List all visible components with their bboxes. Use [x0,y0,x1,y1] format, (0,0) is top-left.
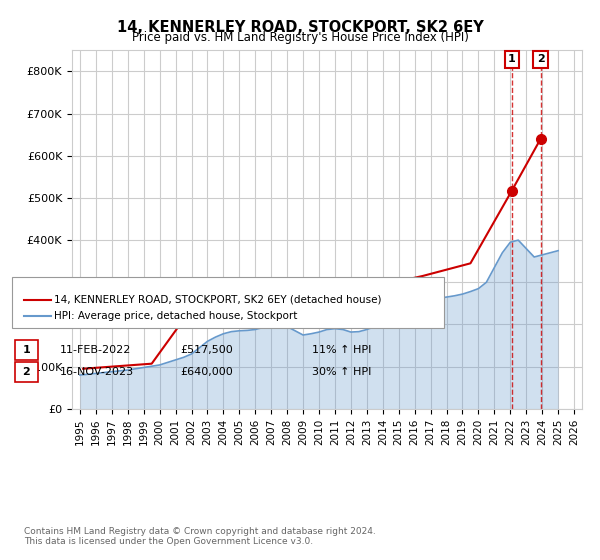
Text: 1: 1 [508,54,516,64]
Text: £640,000: £640,000 [180,367,233,377]
Text: HPI: Average price, detached house, Stockport: HPI: Average price, detached house, Stoc… [54,311,298,321]
Text: £517,500: £517,500 [180,345,233,355]
Text: 30% ↑ HPI: 30% ↑ HPI [312,367,371,377]
Text: 2: 2 [23,367,30,377]
Text: 11-FEB-2022: 11-FEB-2022 [60,345,131,355]
Text: 2: 2 [536,54,544,64]
Text: 1: 1 [23,345,30,355]
Text: 16-NOV-2023: 16-NOV-2023 [60,367,134,377]
Text: Price paid vs. HM Land Registry's House Price Index (HPI): Price paid vs. HM Land Registry's House … [131,31,469,44]
Text: 11% ↑ HPI: 11% ↑ HPI [312,345,371,355]
Text: 14, KENNERLEY ROAD, STOCKPORT, SK2 6EY (detached house): 14, KENNERLEY ROAD, STOCKPORT, SK2 6EY (… [54,295,382,305]
Text: 14, KENNERLEY ROAD, STOCKPORT, SK2 6EY: 14, KENNERLEY ROAD, STOCKPORT, SK2 6EY [116,20,484,35]
Text: Contains HM Land Registry data © Crown copyright and database right 2024.
This d: Contains HM Land Registry data © Crown c… [24,526,376,546]
